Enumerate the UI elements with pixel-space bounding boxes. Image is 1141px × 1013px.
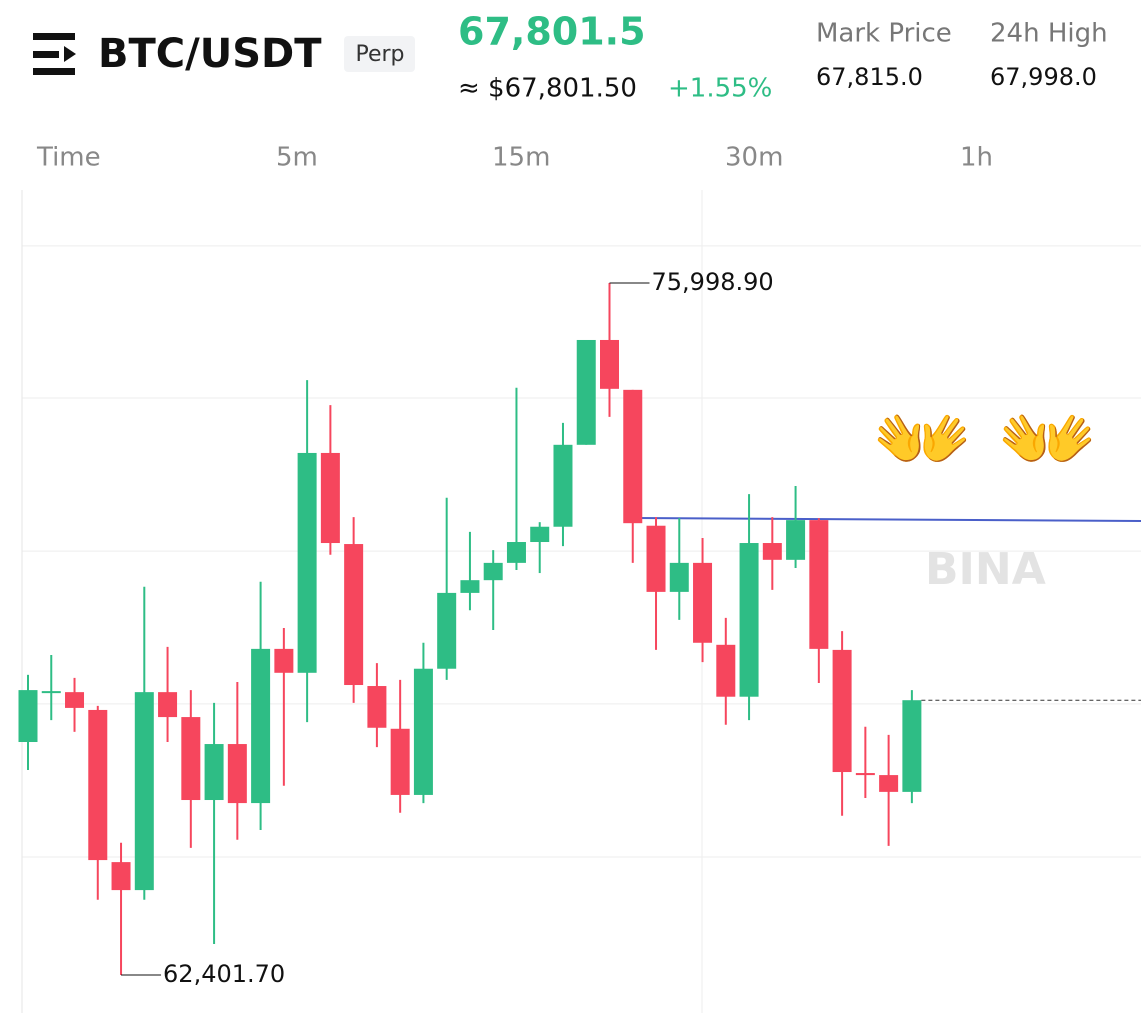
emoji-annotation: 👐 👐 [873, 393, 1098, 486]
candle-body [786, 520, 806, 560]
candle-body [739, 543, 759, 697]
candle-body [669, 562, 689, 592]
candle-body [623, 389, 643, 524]
candle-body [227, 744, 247, 804]
candle-body [460, 580, 480, 593]
candle-body [437, 592, 457, 669]
stat-label: 24h High [990, 19, 1108, 49]
tab[interactable]: 1h [960, 143, 993, 173]
candle-body [251, 648, 271, 804]
drawn-trend-line [630, 517, 1141, 522]
candle-body [158, 692, 178, 718]
stat-label: Mark Price [816, 19, 952, 49]
candle-body [506, 542, 526, 563]
candle-body [762, 543, 782, 560]
candle-body [297, 452, 317, 673]
last-price: 67,801.5 [458, 10, 646, 54]
candle-body [809, 520, 829, 649]
candle-body [344, 544, 364, 686]
tab[interactable]: 15m [492, 143, 550, 173]
stat-value: 67,998.0 [990, 63, 1097, 91]
candle-body [111, 862, 131, 891]
candle-body [274, 648, 294, 673]
candle-body [832, 649, 852, 773]
candle-body [367, 686, 387, 728]
price-change: +1.55% [668, 74, 772, 104]
tab[interactable]: 5m [276, 143, 318, 173]
symbol[interactable]: BTC/USDT [98, 31, 322, 77]
candle-body [41, 691, 61, 694]
candle-body [413, 668, 433, 795]
tab[interactable]: 30m [725, 143, 783, 173]
contract-badge [344, 36, 415, 72]
menu-icon[interactable] [33, 33, 76, 75]
candle-body [855, 773, 875, 776]
candle-body [134, 692, 154, 891]
candle-body [530, 526, 550, 543]
candle-body [65, 692, 85, 708]
candle-body [204, 744, 224, 801]
candle-body [879, 775, 899, 792]
fiat-price: ≈ $67,801.50 [458, 74, 637, 104]
candle-body [320, 452, 340, 544]
max-label: 75,998.90 [652, 268, 774, 296]
stat-value: 67,815.0 [816, 63, 923, 91]
candle-body [181, 717, 201, 801]
watermark: BINA [925, 544, 1046, 595]
candle-body [553, 444, 573, 527]
candle-body [646, 525, 666, 592]
candle-body [18, 690, 38, 743]
candle-body [88, 709, 108, 861]
min-label: 62,401.70 [163, 960, 285, 988]
candle-body [600, 339, 619, 389]
candle-body [716, 644, 736, 697]
candle-body [902, 700, 922, 792]
candle-body [576, 339, 596, 445]
contract-type: Perp [355, 42, 404, 67]
tab[interactable]: Time [36, 143, 101, 173]
candle-body [390, 728, 410, 795]
candle-body [693, 562, 713, 643]
candle-body [483, 562, 503, 581]
